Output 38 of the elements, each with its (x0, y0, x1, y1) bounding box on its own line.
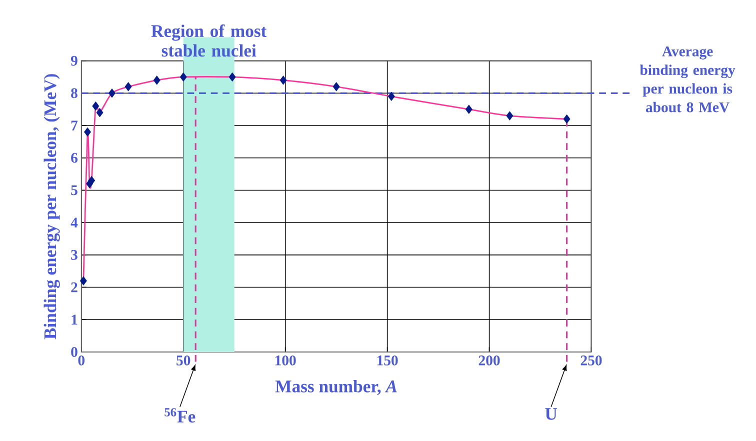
point (563, 114, 570, 124)
x-tick-label: 100 (275, 355, 296, 366)
band-label: Region of most stable nuclei (151, 24, 267, 57)
y-tick-label: 5 (71, 185, 78, 195)
point (88, 176, 96, 186)
point (96, 108, 104, 118)
x-tick-label: 150 (377, 355, 398, 366)
point (506, 111, 514, 120)
y-tick-label: 1 (72, 314, 78, 324)
point (80, 276, 87, 286)
x-tick-label: 0 (78, 355, 85, 366)
point (84, 127, 92, 136)
y-axis-title: Binding energy per nucleon, (MeV) (44, 74, 60, 340)
y-tick-label: 3 (71, 250, 78, 260)
x-tick-label: 50 (176, 355, 190, 366)
x-tick-label: 250 (580, 355, 602, 366)
point (108, 88, 116, 98)
point (228, 72, 236, 82)
y-tick-label: 0 (71, 346, 78, 357)
point (92, 101, 100, 111)
point (124, 82, 132, 92)
point (153, 76, 160, 85)
point (332, 82, 340, 92)
y-tick-label: 7 (71, 120, 78, 130)
point (465, 104, 472, 114)
point (280, 76, 287, 85)
ref-line-label: $^{56}$Fe (164, 408, 196, 422)
y-tick-label: 9 (70, 56, 78, 66)
y-tick-label: 4 (70, 218, 78, 228)
y-tick-label: 6 (71, 152, 78, 163)
x-axis-title: Mass number, A (275, 380, 397, 395)
ref-line-label: Average binding energy per nucleon is about 8 MeV (640, 46, 736, 112)
y-tick-label: 2 (71, 282, 78, 292)
point (388, 92, 395, 101)
y-tick-label: 8 (71, 88, 78, 98)
point (180, 72, 187, 82)
x-tick-label: 200 (478, 355, 500, 366)
ref-line-label: U (545, 408, 558, 420)
